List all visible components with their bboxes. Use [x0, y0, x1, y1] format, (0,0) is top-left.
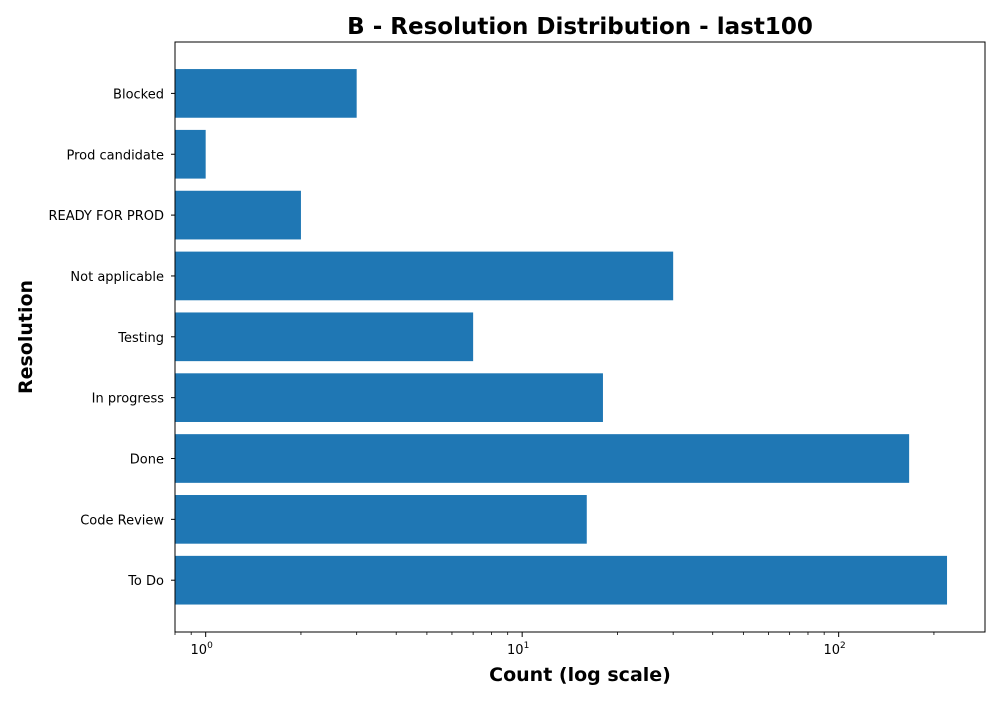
y-tick-label: Done	[130, 453, 164, 468]
y-tick-label: Prod candidate	[66, 148, 164, 163]
chart-title: B - Resolution Distribution - last100	[347, 14, 813, 40]
x-tick-label: 102	[824, 641, 846, 658]
bar-testing	[175, 312, 474, 362]
y-tick-label: Code Review	[80, 513, 164, 528]
y-tick-label: To Do	[127, 574, 164, 589]
plot-frame	[174, 41, 986, 633]
y-tick-label: Testing	[117, 331, 164, 346]
y-tick-label: Not applicable	[70, 270, 164, 285]
bars-layer	[175, 69, 948, 605]
bar-in-progress	[175, 373, 603, 422]
bar-not-applicable	[175, 251, 674, 301]
bar-prod-candidate	[175, 129, 206, 179]
bar-to-do	[175, 555, 948, 605]
bar-done	[175, 434, 910, 483]
x-tick-label: 100	[191, 641, 214, 658]
bar-blocked	[175, 69, 357, 118]
y-tick-label: READY FOR PROD	[48, 209, 164, 224]
x-axis-label: Count (log scale)	[489, 664, 671, 686]
bar-code-review	[175, 495, 587, 544]
y-ticks: To Do Code Review Done In progress Testing No…	[48, 87, 175, 589]
bar-ready-for-prod	[175, 190, 301, 240]
x-tick-label: 101	[507, 641, 529, 658]
y-tick-label: In progress	[92, 392, 165, 407]
y-axis-label: Resolution	[15, 280, 37, 394]
y-tick-label: Blocked	[113, 87, 164, 102]
x-ticks: 100 101 102	[174, 632, 935, 658]
